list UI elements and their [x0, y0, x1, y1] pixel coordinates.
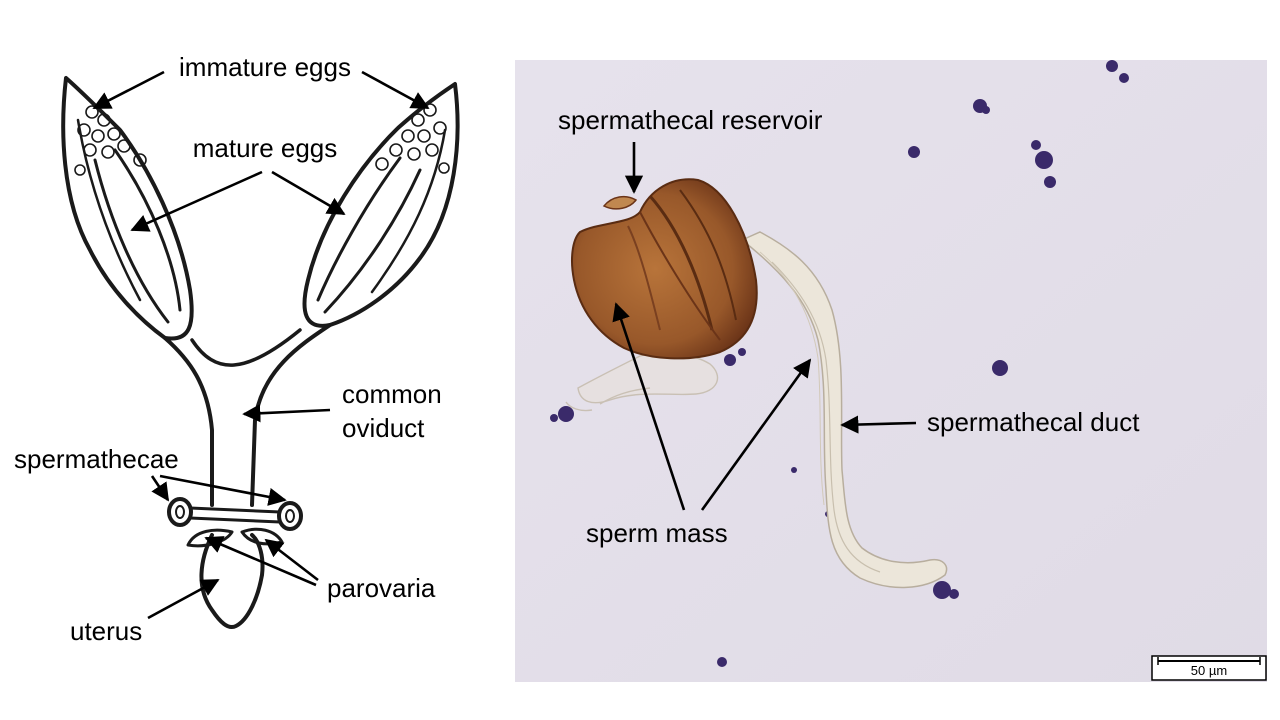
scale-bar-label: 50 µm: [1191, 663, 1227, 678]
arrow-spermathecae-right: [159, 474, 287, 506]
arrow-immature-eggs-left: [92, 70, 165, 110]
arrow-immature-eggs-right: [361, 70, 430, 110]
label-mature-eggs: mature eggs: [193, 133, 338, 163]
label-immature-eggs: immature eggs: [179, 52, 351, 82]
arrow-sperm-mass-left: [612, 302, 686, 511]
spermathecae-drawing: [167, 497, 303, 531]
label-parovaria: parovaria: [327, 573, 436, 603]
label-sperm-mass: sperm mass: [586, 518, 728, 548]
label-spermathecal-duct: spermathecal duct: [927, 407, 1140, 437]
label-spermathecae: spermathecae: [14, 444, 179, 474]
right-ovary: [302, 82, 460, 328]
arrow-spermathecal-duct: [840, 415, 917, 434]
arrow-mature-eggs-left: [130, 170, 263, 232]
arrow-parovaria-left: [204, 536, 317, 587]
tissue-debris: [565, 352, 719, 412]
label-oviduct: oviduct: [342, 413, 425, 443]
label-common: common: [342, 379, 442, 409]
arrow-parovaria-right: [264, 538, 319, 582]
spermathecal-duct-shape: [740, 231, 948, 589]
left-ovary: [61, 76, 194, 341]
arrow-mature-eggs-right: [271, 170, 346, 216]
arrow-common-oviduct: [242, 404, 331, 423]
parovaria-drawing: [186, 527, 284, 548]
label-spermathecal-reservoir: spermathecal reservoir: [558, 105, 823, 135]
label-uterus: uterus: [70, 616, 142, 646]
arrow-spermathecae-left: [150, 475, 170, 502]
micrograph: 50 µm: [515, 60, 1267, 682]
arrow-sperm-mass-right: [700, 358, 812, 511]
scale-bar: 50 µm: [1151, 655, 1267, 681]
arrow-uterus: [147, 578, 220, 620]
